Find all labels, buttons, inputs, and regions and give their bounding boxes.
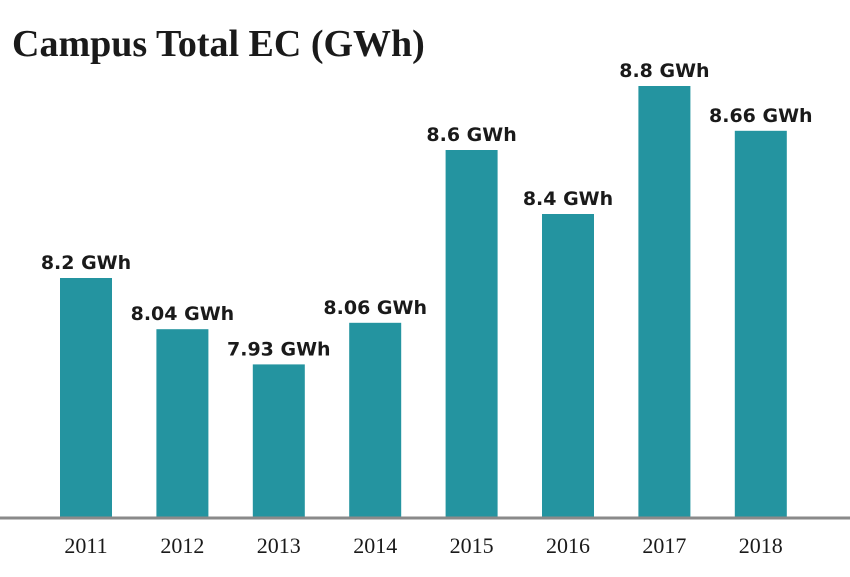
value-label-2012: 8.04 GWh <box>131 303 235 325</box>
value-label-2011: 8.2 GWh <box>41 252 131 274</box>
x-tick-label-2013: 2013 <box>257 533 301 558</box>
value-label-2013: 7.93 GWh <box>227 338 331 360</box>
bars-group <box>60 86 787 519</box>
bar-2011 <box>60 278 112 518</box>
bar-2017 <box>638 86 691 518</box>
x-tick-label-2014: 2014 <box>353 533 397 558</box>
bar-2016 <box>542 214 594 518</box>
value-label-2018: 8.66 GWh <box>709 105 813 127</box>
x-tick-label-2011: 2011 <box>64 533 107 558</box>
tick-labels-group: 2011 2012 2013 2014 2015 2016 2017 2018 <box>64 533 782 558</box>
x-tick-label-2012: 2012 <box>160 533 204 558</box>
bar-2015 <box>445 150 498 518</box>
bar-2018 <box>734 130 787 519</box>
value-label-2016: 8.4 GWh <box>523 188 613 210</box>
chart-title: Campus Total EC (GWh) <box>12 23 425 65</box>
x-tick-label-2015: 2015 <box>450 533 494 558</box>
bar-2012 <box>156 329 209 518</box>
x-tick-label-2018: 2018 <box>739 533 783 558</box>
x-tick-label-2017: 2017 <box>642 533 686 558</box>
bar-2013 <box>252 364 305 518</box>
value-label-2014: 8.06 GWh <box>323 297 427 319</box>
bar-2014 <box>349 322 402 518</box>
value-label-2017: 8.8 GWh <box>619 60 709 82</box>
value-labels-group: 8.2 GWh 8.04 GWh 7.93 GWh 8.06 GWh 8.6 GWh 8.… <box>41 60 813 360</box>
x-tick-label-2016: 2016 <box>546 533 590 558</box>
value-label-2015: 8.6 GWh <box>426 124 516 146</box>
